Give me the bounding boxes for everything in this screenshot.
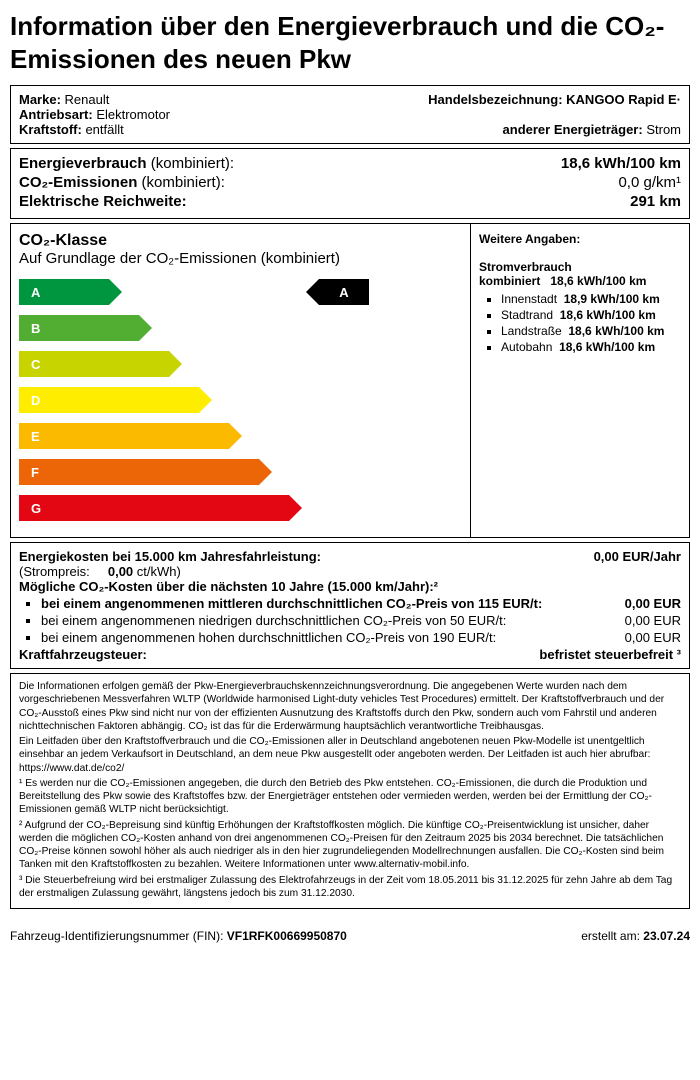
model-label: Handelsbezeichnung: — [428, 92, 562, 107]
co2-bar-g: G — [19, 495, 289, 521]
co2-bar-row: C — [19, 349, 462, 379]
energy-value: 18,6 kWh/100 km — [561, 155, 681, 172]
further-combined-label: kombiniert — [479, 274, 540, 288]
cost-row: bei einem angenommenen mittleren durchsc… — [41, 596, 681, 611]
co2-bar-b: B — [19, 315, 139, 341]
costs-box: Energiekosten bei 15.000 km Jahresfahrle… — [10, 542, 690, 669]
vin-value: VF1RFK00669950870 — [227, 929, 347, 943]
page-title: Information über den Energieverbrauch un… — [10, 10, 690, 75]
legal-p5: ³ Die Steuerbefreiung wird bei erstmalig… — [19, 874, 681, 901]
energy-label: Energieverbrauch — [19, 155, 147, 172]
further-header: Weitere Angaben: — [479, 232, 681, 246]
range-label: Elektrische Reichweite: — [19, 193, 187, 210]
future-cost-header: Mögliche CO₂-Kosten über die nächsten 10… — [19, 579, 681, 594]
co2-class-container: CO₂-Klasse Auf Grundlage der CO₂-Emissio… — [10, 223, 690, 538]
cost-row: bei einem angenommenen niedrigen durchsc… — [41, 613, 681, 628]
legal-p2: Ein Leitfaden über den Kraftstoffverbrau… — [19, 735, 681, 775]
cost-row: bei einem angenommenen hohen durchschnit… — [41, 630, 681, 645]
date-value: 23.07.24 — [643, 929, 690, 943]
co2-class-pointer: A — [319, 279, 369, 305]
co2-bar-d: D — [19, 387, 199, 413]
co2-bar-e: E — [19, 423, 229, 449]
other-energy-label: anderer Energieträger: — [503, 122, 643, 137]
further-item: Stadtrand 18,6 kWh/100 km — [501, 308, 681, 322]
annual-cost-label: Energiekosten bei 15.000 km Jahresfahrle… — [19, 549, 321, 564]
co2-bar-row: D — [19, 385, 462, 415]
co2-bar-a: A — [19, 279, 109, 305]
legal-p3: ¹ Es werden nur die CO₂-Emissionen angeg… — [19, 777, 681, 817]
drive-value: Elektromotor — [96, 107, 170, 122]
tax-label: Kraftfahrzeugsteuer: — [19, 647, 147, 662]
range-value: 291 km — [630, 193, 681, 210]
price-note-value: 0,00 — [108, 564, 133, 579]
co2-bar-row: AA — [19, 277, 462, 307]
co2-bar-row: B — [19, 313, 462, 343]
co2-class-sub: Auf Grundlage der CO₂-Emissionen (kombin… — [19, 250, 462, 267]
further-item: Autobahn 18,6 kWh/100 km — [501, 340, 681, 354]
co2-value: 0,0 g/km¹ — [618, 174, 681, 191]
annual-cost-value: 0,00 EUR/Jahr — [594, 549, 681, 564]
other-energy-value: Strom — [646, 122, 681, 137]
drive-label: Antriebsart: — [19, 107, 93, 122]
legal-p4: ² Aufgrund der CO₂-Bepreisung sind künft… — [19, 819, 681, 872]
footer: Fahrzeug-Identifizierungsnummer (FIN): V… — [10, 929, 690, 943]
date-label: erstellt am: — [581, 929, 640, 943]
tax-value: befristet steuerbefreit ³ — [539, 647, 681, 662]
fuel-label: Kraftstoff: — [19, 122, 82, 137]
brand-value: Renault — [65, 92, 110, 107]
co2-bar-row: G — [19, 493, 462, 523]
fuel-value: entfällt — [85, 122, 123, 137]
co2-bar-row: E — [19, 421, 462, 451]
legal-text-box: Die Informationen erfolgen gemäß der Pkw… — [10, 673, 690, 909]
co2-label: CO₂-Emissionen — [19, 174, 137, 191]
co2-bar-f: F — [19, 459, 259, 485]
vin-label: Fahrzeug-Identifizierungsnummer (FIN): — [10, 929, 223, 943]
price-note-label: (Strompreis: — [19, 564, 90, 579]
further-subheader: Stromverbrauch — [479, 260, 681, 274]
further-item: Innenstadt 18,9 kWh/100 km — [501, 292, 681, 306]
legal-p1: Die Informationen erfolgen gemäß der Pkw… — [19, 680, 681, 733]
co2-bar-c: C — [19, 351, 169, 377]
further-item: Landstraße 18,6 kWh/100 km — [501, 324, 681, 338]
price-note-unit: ct/kWh) — [137, 564, 181, 579]
further-combined-value: 18,6 kWh/100 km — [550, 274, 646, 288]
co2-bar-row: F — [19, 457, 462, 487]
vehicle-info-box: Marke: Renault Handelsbezeichnung: KANGO… — [10, 85, 690, 144]
further-info-box: Weitere Angaben: Stromverbrauch kombinie… — [470, 223, 690, 538]
co2-class-header: CO₂-Klasse — [19, 232, 462, 250]
model-value: KANGOO Rapid E· — [566, 92, 681, 107]
co2-class-chart: CO₂-Klasse Auf Grundlage der CO₂-Emissio… — [10, 223, 470, 538]
brand-label: Marke: — [19, 92, 61, 107]
consumption-box: Energieverbrauch (kombiniert): 18,6 kWh/… — [10, 148, 690, 219]
